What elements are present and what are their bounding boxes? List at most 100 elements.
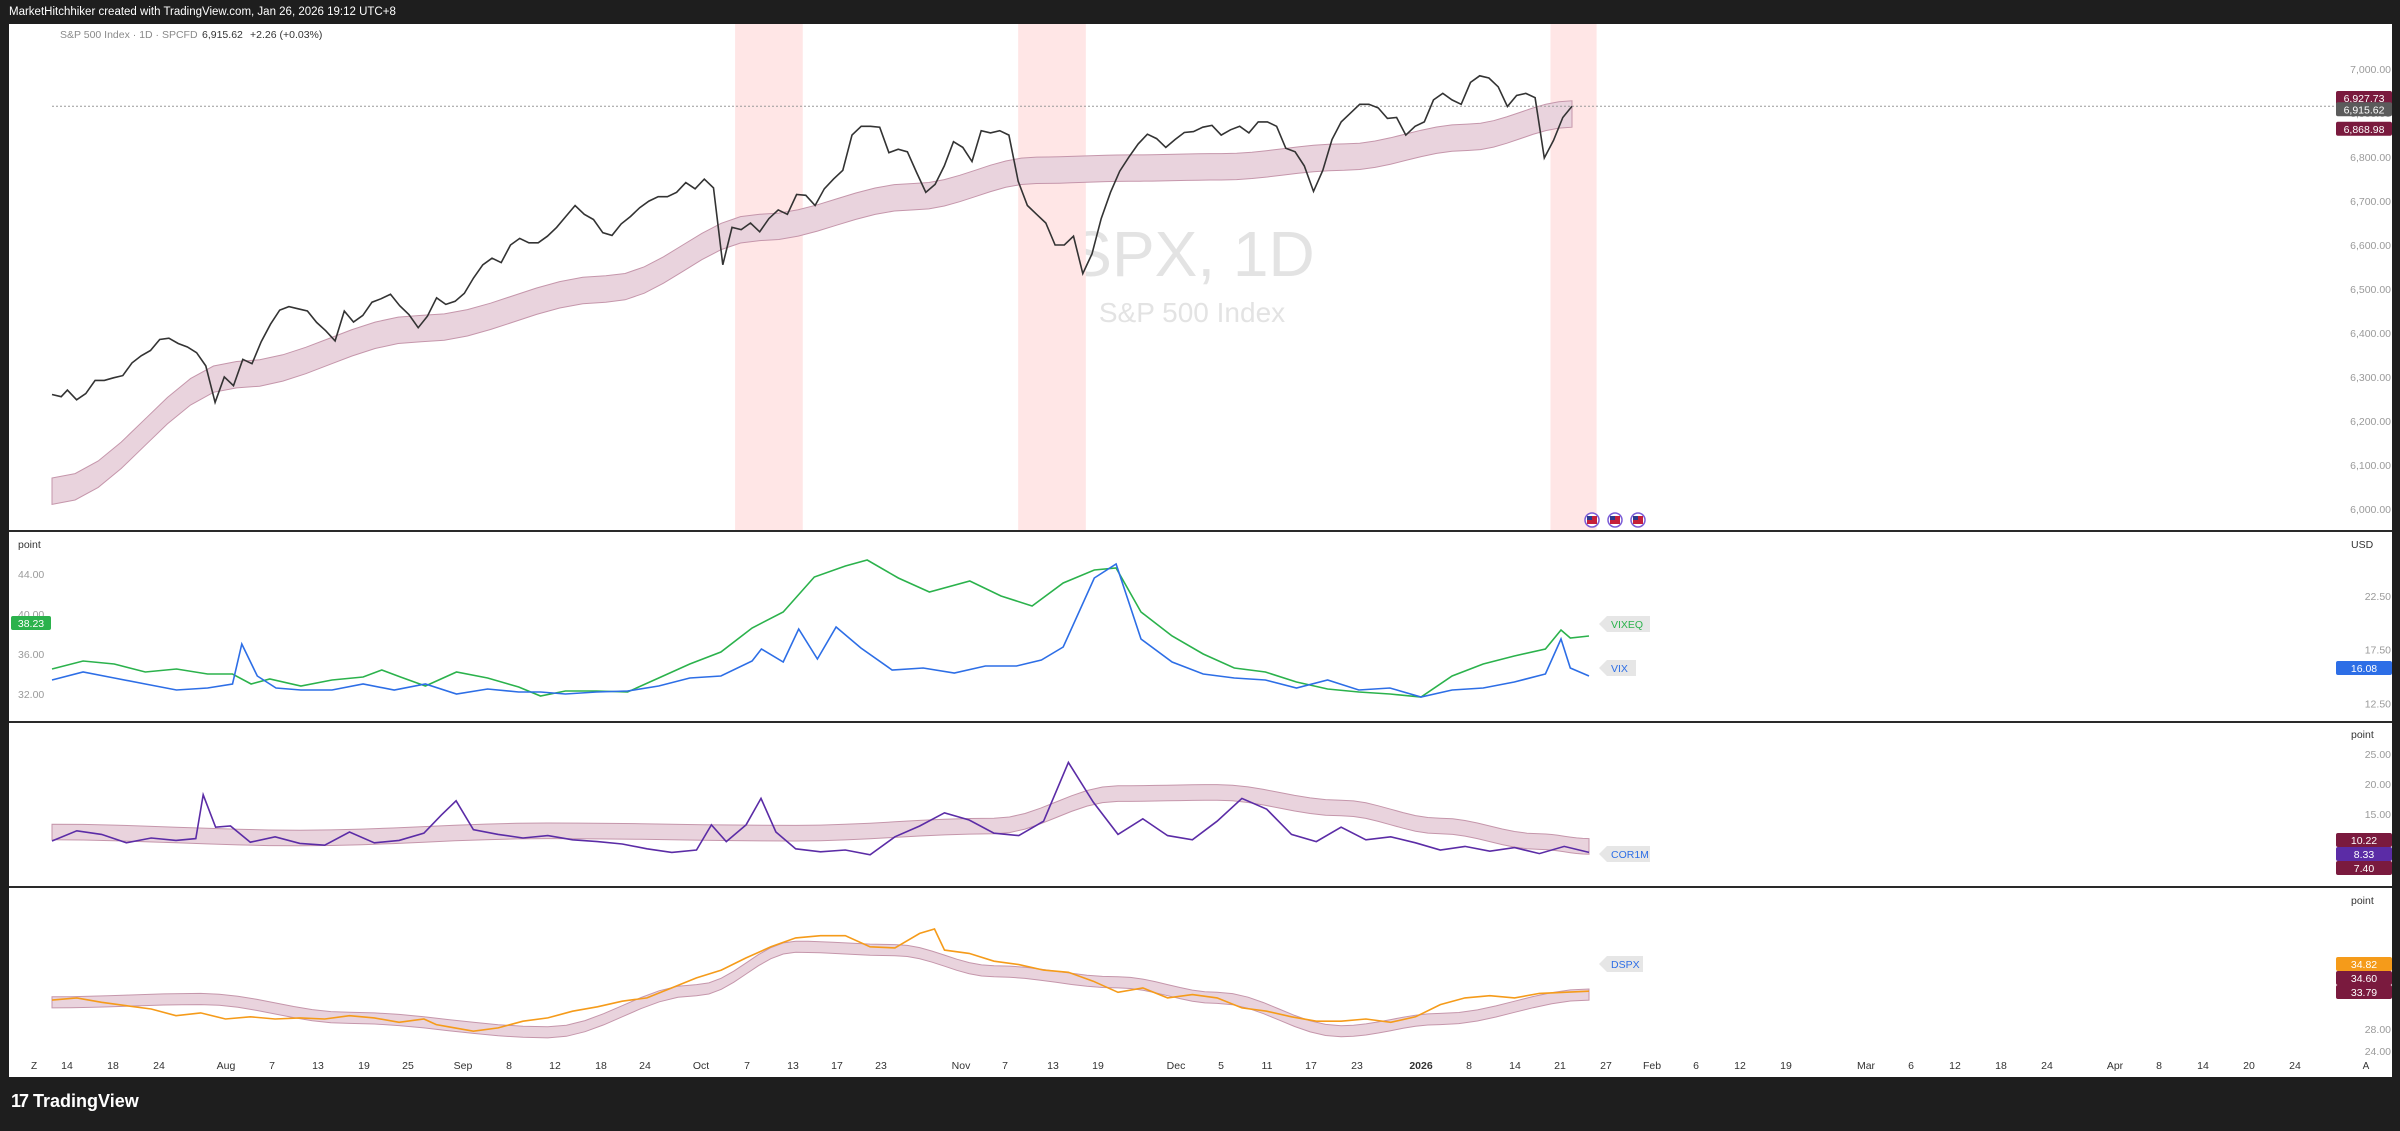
economic-event-icon: [1607, 512, 1623, 528]
flag-icon-canton: [1587, 516, 1592, 520]
x-tick-label: 2026: [1409, 1060, 1433, 1072]
vixeq-last-text: 38.23: [18, 618, 44, 630]
y-tick-label: 6,600.00: [2350, 240, 2391, 252]
x-tick-label: 13: [787, 1060, 799, 1072]
cor-price-label-text: 7.40: [2354, 863, 2375, 875]
x-tick-label: 7: [1002, 1060, 1008, 1072]
price-label-bg: [2336, 121, 2392, 136]
x-tick-label: 12: [549, 1060, 561, 1072]
dspx-price-label: 34.82: [2336, 957, 2392, 971]
x-tick-label: Oct: [693, 1060, 709, 1072]
dspx-price-label: 34.60: [2336, 971, 2392, 985]
x-tick-label: Sep: [454, 1060, 473, 1072]
x-tick-label: Feb: [1643, 1060, 1661, 1072]
vol-right-tick: 17.50: [2365, 645, 2391, 657]
x-tick-label: 17: [1305, 1060, 1317, 1072]
cor1m-line: [51, 760, 1590, 856]
tradingview-logo-text: TradingView: [33, 1091, 139, 1111]
vix-tag: VIX: [1599, 660, 1636, 676]
vol-unit-right: USD: [2351, 539, 2374, 551]
cor-price-label: 8.33: [2336, 847, 2392, 861]
economic-event-icon: [1630, 512, 1646, 528]
cor-price-label-bg: [2336, 847, 2392, 861]
price-label-bg: [2336, 90, 2392, 105]
cor-price-label-text: 10.22: [2351, 835, 2377, 847]
highlight-zone: [1018, 24, 1086, 530]
x-tick-label: 13: [312, 1060, 324, 1072]
x-tick-label: 8: [1466, 1060, 1472, 1072]
dspx-tag-bg: [1599, 956, 1643, 972]
vol-right-tick: 12.50: [2365, 698, 2391, 710]
x-tick-label: 7: [744, 1060, 750, 1072]
dspx-y-tick: 24.00: [2365, 1046, 2391, 1058]
credit-text: MarketHitchhiker created with TradingVie…: [9, 6, 396, 18]
x-tick-label: 14: [2197, 1060, 2209, 1072]
x-tick-label: 24: [153, 1060, 165, 1072]
x-tick-label: 24: [2041, 1060, 2053, 1072]
cor1m-tag-bg: [1599, 846, 1650, 862]
x-tick-label: 13: [1047, 1060, 1059, 1072]
vix-last-badge: 16.08: [2336, 661, 2392, 675]
vol-left-tick: 36.00: [18, 649, 44, 661]
x-tick-label: 19: [1092, 1060, 1104, 1072]
x-tick-label: 7: [269, 1060, 275, 1072]
price-label: 6,915.62: [2336, 102, 2392, 117]
vix-line: [51, 562, 1590, 698]
vol-left-tick: 32.00: [18, 689, 44, 701]
x-tick-label: 27: [1600, 1060, 1612, 1072]
axis-auto-button[interactable]: A: [2363, 1061, 2370, 1072]
tradingview-logo[interactable]: 17 TradingView: [11, 1091, 139, 1112]
dspx-line: [51, 928, 1590, 1033]
dspx-band: [51, 940, 1590, 1039]
highlight-zone: [735, 24, 803, 530]
cor-y-tick: 25.00: [2365, 749, 2391, 761]
price-label: 6,927.73: [2336, 90, 2392, 105]
dspx-y-tick: 28.00: [2365, 1024, 2391, 1036]
x-tick-label: 23: [875, 1060, 887, 1072]
x-tick-label: Nov: [952, 1060, 971, 1072]
main-legend-value: 6,915.62: [202, 29, 243, 41]
x-tick-label: Apr: [2107, 1060, 2124, 1072]
cor1m-tag-text: COR1M: [1611, 849, 1649, 861]
x-tick-label: 6: [1908, 1060, 1914, 1072]
chart-svg[interactable]: S&P 500 Index · 1D · SPCFD 6,915.62 +2.2…: [9, 24, 2392, 1077]
dspx-tag-text: DSPX: [1611, 959, 1640, 971]
price-label: 6,868.98: [2336, 121, 2392, 136]
y-tick-label: 7,000.00: [2350, 64, 2391, 76]
x-tick-label: Aug: [217, 1060, 236, 1072]
vixeq-last-badge: 38.23: [11, 616, 51, 630]
cor-price-label: 10.22: [2336, 833, 2392, 847]
x-tick-label: 21: [1554, 1060, 1566, 1072]
x-tick-label: Dec: [1167, 1060, 1186, 1072]
vixeq-line: [51, 559, 1590, 698]
y-tick-label: 6,400.00: [2350, 328, 2391, 340]
x-tick-label: 20: [2243, 1060, 2255, 1072]
y-tick-label: 6,700.00: [2350, 196, 2391, 208]
x-tick-label: 19: [358, 1060, 370, 1072]
x-tick-label: 17: [831, 1060, 843, 1072]
dspx-price-label: 33.79: [2336, 985, 2392, 999]
vix-last-badge-bg: [2336, 661, 2392, 675]
x-tick-label: 18: [1995, 1060, 2007, 1072]
dspx-price-label-text: 34.60: [2351, 973, 2377, 985]
y-tick-label: 6,800.00: [2350, 152, 2391, 164]
x-tick-label: 14: [61, 1060, 73, 1072]
axis-left-button[interactable]: Z: [31, 1061, 37, 1072]
x-tick-label: 19: [1780, 1060, 1792, 1072]
x-tick-label: 8: [2156, 1060, 2162, 1072]
vix-last-badge-text: 16.08: [2351, 663, 2377, 675]
dspx-unit-right: point: [2351, 895, 2374, 907]
price-label-text: 6,927.73: [2344, 93, 2385, 105]
cor-price-label-bg: [2336, 861, 2392, 875]
main-title: S&P 500 Index · 1D · SPCFD: [60, 29, 198, 41]
vixeq-tag-bg: [1599, 616, 1650, 632]
cor-price-label-text: 8.33: [2354, 849, 2375, 861]
x-tick-label: 18: [595, 1060, 607, 1072]
chart-area[interactable]: S&P 500 Index · 1D · SPCFD 6,915.62 +2.2…: [9, 24, 2392, 1077]
y-tick-label: 6,100.00: [2350, 460, 2391, 472]
watermark-name: S&P 500 Index: [1099, 297, 1285, 328]
x-tick-label: 24: [639, 1060, 651, 1072]
vixeq-tag-text: VIXEQ: [1611, 619, 1643, 631]
cor-y-tick: 15.00: [2365, 809, 2391, 821]
dspx-price-label-bg: [2336, 971, 2392, 985]
